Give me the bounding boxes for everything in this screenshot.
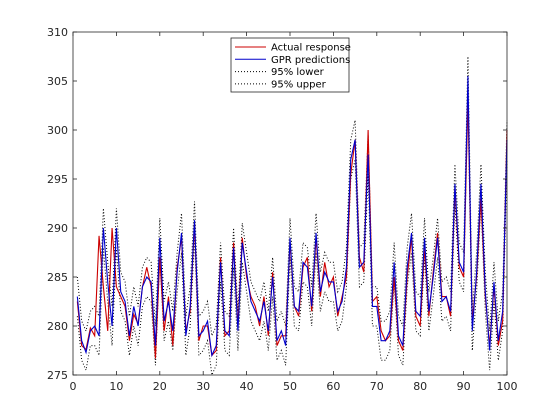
y-tick-label: 290 <box>47 222 68 235</box>
x-tick-label: 0 <box>70 380 77 393</box>
x-tick-label: 40 <box>240 380 254 393</box>
plot-lines <box>76 56 508 377</box>
legend-label: Actual response <box>271 43 351 54</box>
legend-label: GPR predictions <box>271 55 350 66</box>
x-tick-label: 50 <box>283 380 297 393</box>
y-tick-label: 285 <box>47 271 68 284</box>
y-tick-label: 300 <box>47 124 68 137</box>
y-tick-label: 295 <box>47 173 68 186</box>
series-line-1 <box>76 76 508 358</box>
x-tick-label: 60 <box>326 380 340 393</box>
x-tick-label: 30 <box>196 380 210 393</box>
legend-label: 95% upper <box>271 79 327 90</box>
y-tick-label: 280 <box>47 320 68 333</box>
series-line-2 <box>76 95 508 377</box>
x-tick-label: 10 <box>109 380 123 393</box>
x-tick-label: 20 <box>153 380 167 393</box>
series-line-3 <box>76 56 508 338</box>
x-tick-label: 70 <box>370 380 384 393</box>
y-tick-label: 275 <box>47 369 68 382</box>
y-tick-label: 310 <box>47 26 68 39</box>
x-tick-label: 90 <box>457 380 471 393</box>
x-tick-label: 100 <box>497 380 518 393</box>
axis-ticks: 0 10 20 30 40 50 60 70 80 90 100 275 280 285 290 295 300… <box>47 26 518 393</box>
y-tick-label: 305 <box>47 75 68 88</box>
legend-label: 95% lower <box>271 67 325 78</box>
x-tick-label: 80 <box>413 380 427 393</box>
